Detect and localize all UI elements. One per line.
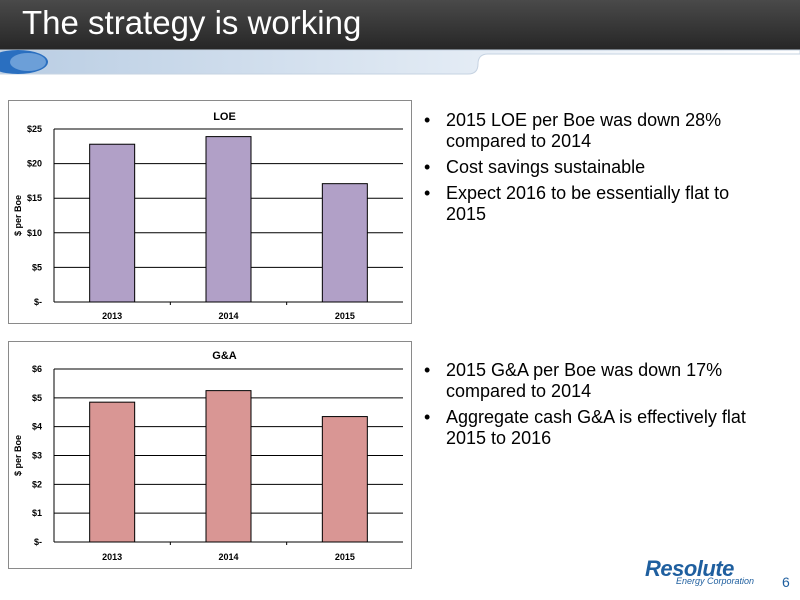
bullet-text: Cost savings sustainable	[446, 157, 646, 177]
bullet-dot: •	[424, 110, 431, 130]
bullet-item: • Aggregate cash G&A is effectively flat …	[422, 407, 772, 449]
title-swoosh	[0, 49, 800, 75]
bar-2014	[205, 136, 252, 303]
bar-2015	[321, 183, 368, 303]
x-tick-label: 2015	[335, 311, 355, 321]
y-tick-label: $20	[27, 159, 42, 169]
y-tick-label: $-	[34, 537, 42, 547]
y-tick-label: $25	[27, 124, 42, 134]
bar-2014	[205, 390, 252, 543]
x-tick-label: 2014	[218, 552, 238, 562]
title-bar: The strategy is working	[0, 0, 800, 50]
bullet-text: 2015 G&A per Boe was down 17% compared t…	[446, 360, 723, 401]
chart-title: LOE	[213, 111, 236, 123]
y-tick-label: $5	[32, 393, 42, 403]
x-tick-label: 2013	[102, 552, 122, 562]
chart-title: G&A	[212, 350, 237, 362]
bullet-text: 2015 LOE per Boe was down 28% compared t…	[446, 110, 722, 151]
x-tick-label: 2015	[335, 552, 355, 562]
ga-chart-panel: G&A $- $1 $2 $3 $4 $5 $6 $ per Boe 2013 2014 2015	[8, 341, 412, 569]
y-tick-label: $2	[32, 479, 42, 489]
bar-2015	[321, 416, 368, 543]
y-axis-label: $ per Boe	[13, 435, 23, 476]
bar-2013	[89, 143, 136, 303]
loe-bullet-list: • 2015 LOE per Boe was down 28% compared …	[422, 110, 772, 230]
bar-2013	[89, 401, 136, 543]
y-tick-label: $-	[34, 297, 42, 307]
bullet-item: • 2015 G&A per Boe was down 17% compared …	[422, 360, 772, 402]
y-tick-label: $6	[32, 364, 42, 374]
bullet-item: • Expect 2016 to be essentially flat to 2…	[422, 183, 772, 225]
company-logo: Resolute	[645, 556, 734, 581]
loe-chart-panel: LOE $- $5 $10 $15 $20 $25 $ per Boe 2013 2014 2015	[8, 100, 412, 324]
slide-title: The strategy is working	[22, 4, 362, 41]
y-tick-label: $4	[32, 422, 42, 432]
bullet-dot: •	[424, 407, 431, 427]
y-tick-label: $5	[32, 262, 42, 272]
page-number: 6	[782, 574, 790, 590]
x-tick-label: 2013	[102, 311, 122, 321]
bullet-item: • 2015 LOE per Boe was down 28% compared …	[422, 110, 772, 152]
bullet-item: • Cost savings sustainable	[422, 157, 772, 178]
ga-chart: G&A $- $1 $2 $3 $4 $5 $6 $ per Boe 2013 2014 2015	[13, 350, 403, 562]
bullet-text: Aggregate cash G&A is effectively flat 2…	[446, 407, 746, 448]
ga-bullet-list: • 2015 G&A per Boe was down 17% compared …	[422, 360, 772, 454]
y-tick-label: $1	[32, 508, 42, 518]
bullet-dot: •	[424, 183, 431, 203]
y-tick-label: $15	[27, 193, 42, 203]
loe-chart: LOE $- $5 $10 $15 $20 $25 $ per Boe 2013 2014 2015	[13, 111, 403, 321]
y-tick-label: $3	[32, 451, 42, 461]
bullet-text: Expect 2016 to be essentially flat to 20…	[446, 183, 730, 224]
y-tick-label: $10	[27, 228, 42, 238]
bullet-dot: •	[424, 360, 431, 380]
company-logo-subtitle: Energy Corporation	[676, 576, 755, 586]
bullet-dot: •	[424, 157, 431, 177]
x-tick-label: 2014	[218, 311, 238, 321]
y-axis-label: $ per Boe	[13, 195, 23, 236]
